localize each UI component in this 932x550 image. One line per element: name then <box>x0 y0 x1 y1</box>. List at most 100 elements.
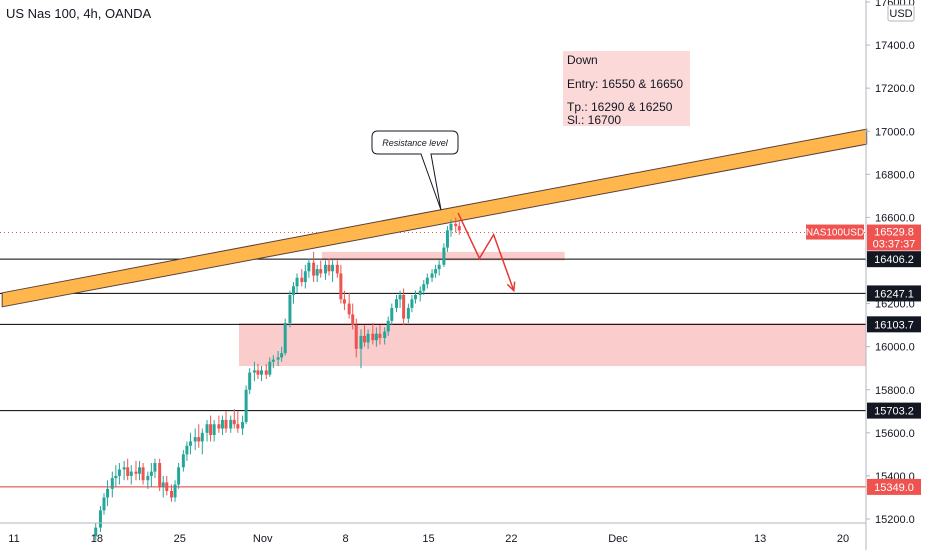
candle-body-51 <box>295 277 299 287</box>
candle-body-52 <box>300 277 304 283</box>
candle-body-76 <box>395 299 399 308</box>
candle-body-32 <box>220 419 224 429</box>
candle-body-47 <box>280 353 284 358</box>
x-tick-label-8: 13 <box>754 533 766 545</box>
candle-body-42 <box>260 370 264 375</box>
x-tick-label-9: 20 <box>837 533 849 545</box>
candle-body-71 <box>374 333 378 341</box>
candle-body-89 <box>445 230 449 248</box>
level-badge-1 <box>867 285 921 302</box>
candle-body-18 <box>165 482 169 491</box>
candle-body-86 <box>434 269 438 274</box>
candle-body-13 <box>146 475 150 481</box>
candle-body-62 <box>339 273 343 300</box>
candle-body-61 <box>335 264 339 274</box>
level-badge-0 <box>867 251 921 268</box>
current-price-label: 16529.8 <box>874 227 914 239</box>
candle-body-35 <box>232 419 236 425</box>
candle-body-49 <box>288 294 292 323</box>
candle-body-24 <box>188 441 192 446</box>
candle-body-2 <box>102 497 106 511</box>
y-tick-label-2: 15600.0 <box>875 428 915 440</box>
symbol-badge <box>806 224 864 240</box>
candle-body-29 <box>209 424 213 435</box>
candle-body-66 <box>354 325 358 349</box>
x-tick-label-1: 18 <box>91 533 103 545</box>
candle-body-58 <box>323 264 327 274</box>
y-tick-label-3: 15800.0 <box>875 385 915 397</box>
candle-body-40 <box>252 370 256 373</box>
candle-body-43 <box>264 370 268 375</box>
info-direction: Down <box>567 53 598 67</box>
trade-info-box: Down Entry: 16550 & 16650 Tp.: 16290 & 1… <box>563 51 690 127</box>
candle-body-27 <box>200 432 204 442</box>
projection-layer <box>457 212 516 293</box>
candle-body-26 <box>197 437 201 442</box>
candle-body-82 <box>418 290 422 295</box>
projection-arrowhead <box>506 281 516 293</box>
candle-body-16 <box>158 462 162 487</box>
candle-body-12 <box>141 467 145 481</box>
callout-bubble <box>371 130 459 211</box>
candle-body-48 <box>283 322 287 354</box>
candle-body-91 <box>454 223 458 227</box>
candle-body-1 <box>98 510 102 528</box>
candle-body-81 <box>413 294 417 300</box>
candle-body-59 <box>327 264 331 272</box>
candle-body-33 <box>224 419 228 429</box>
symbol-label: NAS100USD <box>806 228 864 239</box>
y-tick-label-9: 17000.0 <box>875 126 915 138</box>
candle-body-74 <box>386 320 390 332</box>
candle-body-72 <box>378 333 382 339</box>
currency-box[interactable] <box>887 4 915 22</box>
candle-body-38 <box>244 389 248 423</box>
price-badges: 16406.2 16247.1 16103.7 15703.2 15349.0 16529… <box>806 224 921 495</box>
candle-body-84 <box>425 277 429 285</box>
candle-body-7 <box>122 467 126 470</box>
candle-body-23 <box>185 445 189 455</box>
current-price-badge <box>867 224 921 251</box>
candle-body-19 <box>170 490 174 498</box>
time-axis-ticks: 11 18 25 Nov 8 15 22 Dec 13 20 <box>8 533 849 545</box>
candle-body-20 <box>173 484 177 498</box>
level-badge-label-4: 15349.0 <box>874 482 914 494</box>
y-tick-label-0: 15200.0 <box>875 514 915 526</box>
info-stop-loss: Sl.: 16700 <box>567 113 621 127</box>
candle-body-50 <box>291 286 295 295</box>
candle-body-34 <box>229 419 233 429</box>
level-badge-2 <box>867 316 921 333</box>
level-badge-4 <box>867 478 921 495</box>
horizontal-lines-layer <box>0 258 866 488</box>
candle-body-70 <box>371 333 375 341</box>
candle-body-39 <box>248 372 252 390</box>
candle-body-55 <box>312 262 316 276</box>
candle-body-80 <box>410 299 414 308</box>
resistance-channel-layer <box>1 128 868 308</box>
candle-body-54 <box>307 262 311 272</box>
candle-body-92 <box>457 226 461 231</box>
candle-body-77 <box>398 294 402 300</box>
candle-body-28 <box>205 424 209 433</box>
info-box-bg <box>563 51 690 126</box>
candle-body-17 <box>161 482 165 487</box>
y-tick-label-10: 17200.0 <box>875 83 915 95</box>
candle-body-88 <box>442 247 446 265</box>
candle-body-0 <box>94 527 98 537</box>
level-badge-3 <box>867 402 921 419</box>
level-badge-label-1: 16247.1 <box>874 288 914 300</box>
candle-body-3 <box>106 488 110 498</box>
x-tick-label-6: 22 <box>505 533 517 545</box>
candle-body-63 <box>342 299 346 304</box>
candle-body-6 <box>117 469 121 476</box>
candle-body-68 <box>363 335 367 343</box>
info-take-profit: Tp.: 16290 & 16250 <box>567 100 673 114</box>
projection-path <box>457 212 515 291</box>
candle-body-90 <box>449 223 453 231</box>
currency-selector[interactable]: USD <box>887 4 915 22</box>
resistance-channel <box>1 128 868 308</box>
candle-body-25 <box>193 437 197 442</box>
candle-body-10 <box>134 471 138 474</box>
candle-body-53 <box>303 271 307 283</box>
resistance-callout: Resistance level <box>371 130 459 211</box>
